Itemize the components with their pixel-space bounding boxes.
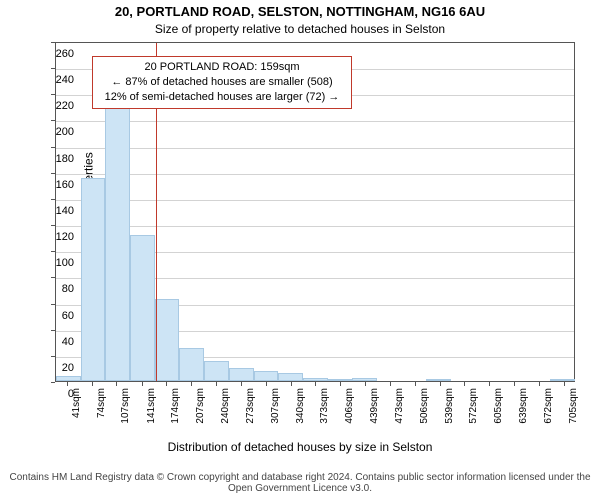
annotation-line1: 20 PORTLAND ROAD: 159sqm	[101, 60, 343, 75]
y-tick-mark	[51, 173, 55, 174]
x-tick-mark	[191, 382, 192, 386]
annotation-line3: 12% of semi-detached houses are larger (…	[101, 90, 343, 105]
y-tick-label: 140	[34, 205, 74, 217]
annotation-box: 20 PORTLAND ROAD: 159sqm ← 87% of detach…	[92, 56, 352, 109]
y-tick-label: 160	[34, 179, 74, 191]
x-tick-mark	[415, 382, 416, 386]
x-tick-mark	[390, 382, 391, 386]
histogram-bar	[179, 348, 204, 381]
x-tick-mark	[539, 382, 540, 386]
y-tick-mark	[51, 356, 55, 357]
y-tick-mark	[51, 147, 55, 148]
x-tick-mark	[216, 382, 217, 386]
x-tick-mark	[315, 382, 316, 386]
y-tick-mark	[51, 68, 55, 69]
histogram-bar	[550, 379, 575, 381]
y-tick-label: 80	[34, 283, 74, 295]
histogram-bar	[303, 378, 328, 381]
histogram-bar	[229, 368, 254, 381]
y-tick-mark	[51, 304, 55, 305]
histogram-bar	[56, 376, 81, 381]
histogram-bar	[254, 371, 279, 381]
y-tick-label: 100	[34, 257, 74, 269]
y-tick-mark	[51, 277, 55, 278]
x-tick-label: 439sqm	[369, 388, 380, 424]
x-tick-label: 639sqm	[518, 388, 529, 424]
x-tick-mark	[514, 382, 515, 386]
y-tick-label: 20	[34, 362, 74, 374]
y-tick-label: 60	[34, 310, 74, 322]
x-tick-mark	[166, 382, 167, 386]
y-tick-label: 0	[34, 388, 74, 400]
y-tick-label: 200	[34, 126, 74, 138]
y-tick-label: 120	[34, 231, 74, 243]
x-tick-label: 107sqm	[120, 388, 131, 424]
y-tick-mark	[51, 382, 55, 383]
x-tick-label: 506sqm	[419, 388, 430, 424]
chart-subtitle: Size of property relative to detached ho…	[0, 22, 600, 36]
x-tick-mark	[241, 382, 242, 386]
chart-container: { "title": "20, PORTLAND ROAD, SELSTON, …	[0, 0, 600, 500]
y-tick-label: 260	[34, 48, 74, 60]
x-tick-label: 41sqm	[71, 388, 82, 418]
gridline	[56, 174, 574, 175]
x-tick-mark	[92, 382, 93, 386]
x-tick-mark	[564, 382, 565, 386]
gridline	[56, 148, 574, 149]
x-tick-label: 605sqm	[493, 388, 504, 424]
x-tick-label: 141sqm	[146, 388, 157, 424]
y-tick-mark	[51, 94, 55, 95]
x-tick-label: 240sqm	[220, 388, 231, 424]
y-tick-mark	[51, 225, 55, 226]
x-tick-label: 340sqm	[295, 388, 306, 424]
annotation-line2: ← 87% of detached houses are smaller (50…	[101, 75, 343, 90]
x-tick-mark	[266, 382, 267, 386]
x-tick-mark	[365, 382, 366, 386]
gridline	[56, 200, 574, 201]
x-tick-label: 373sqm	[319, 388, 330, 424]
y-tick-label: 220	[34, 100, 74, 112]
x-tick-mark	[291, 382, 292, 386]
histogram-bar	[352, 378, 377, 381]
y-tick-mark	[51, 251, 55, 252]
x-tick-mark	[340, 382, 341, 386]
x-axis-label: Distribution of detached houses by size …	[0, 440, 600, 454]
y-tick-mark	[51, 120, 55, 121]
y-tick-mark	[51, 330, 55, 331]
histogram-bar	[204, 361, 229, 381]
x-tick-label: 473sqm	[394, 388, 405, 424]
x-tick-mark	[116, 382, 117, 386]
x-tick-label: 273sqm	[245, 388, 256, 424]
x-tick-label: 572sqm	[468, 388, 479, 424]
y-tick-label: 240	[34, 74, 74, 86]
gridline	[56, 121, 574, 122]
x-tick-label: 672sqm	[543, 388, 554, 424]
histogram-bar	[130, 235, 155, 381]
attribution-text: Contains HM Land Registry data © Crown c…	[0, 472, 600, 494]
x-tick-label: 705sqm	[568, 388, 579, 424]
y-tick-label: 180	[34, 153, 74, 165]
y-tick-mark	[51, 199, 55, 200]
histogram-bar	[81, 178, 106, 381]
histogram-bar	[155, 299, 180, 381]
x-tick-label: 174sqm	[170, 388, 181, 424]
x-tick-label: 74sqm	[96, 388, 107, 418]
histogram-bar	[426, 379, 451, 381]
x-tick-label: 539sqm	[444, 388, 455, 424]
histogram-bar	[278, 373, 303, 381]
x-tick-label: 307sqm	[270, 388, 281, 424]
gridline	[56, 226, 574, 227]
x-tick-mark	[440, 382, 441, 386]
x-tick-mark	[142, 382, 143, 386]
y-tick-label: 40	[34, 336, 74, 348]
x-tick-mark	[489, 382, 490, 386]
chart-title: 20, PORTLAND ROAD, SELSTON, NOTTINGHAM, …	[0, 4, 600, 19]
x-tick-mark	[67, 382, 68, 386]
x-tick-label: 406sqm	[344, 388, 355, 424]
x-tick-mark	[464, 382, 465, 386]
histogram-bar	[328, 379, 353, 381]
x-tick-label: 207sqm	[195, 388, 206, 424]
y-tick-mark	[51, 42, 55, 43]
histogram-bar	[105, 106, 130, 381]
